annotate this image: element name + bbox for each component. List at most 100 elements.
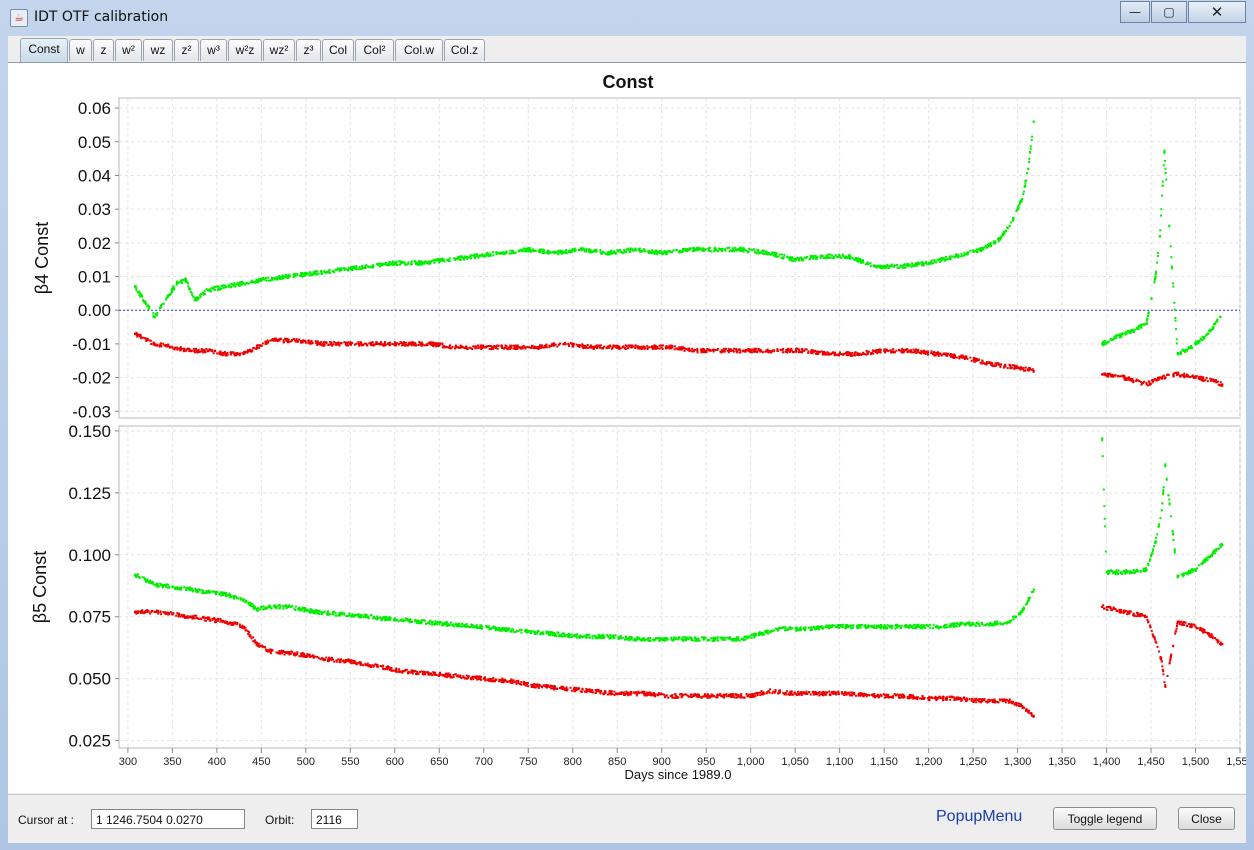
data-point xyxy=(923,624,926,627)
tab-z[interactable]: z xyxy=(93,39,114,61)
data-point xyxy=(256,347,259,350)
data-point xyxy=(1029,145,1032,148)
tab-w[interactable]: w xyxy=(69,39,92,61)
data-point xyxy=(739,247,742,250)
data-point xyxy=(387,617,390,620)
data-point xyxy=(585,636,588,639)
tab-const[interactable]: Const xyxy=(20,38,68,62)
data-point xyxy=(1116,571,1119,574)
data-point xyxy=(682,639,685,642)
data-point xyxy=(393,617,396,620)
data-point xyxy=(269,279,272,282)
data-point xyxy=(702,249,705,252)
data-point xyxy=(255,348,258,351)
data-point xyxy=(586,634,589,637)
data-point xyxy=(264,340,267,343)
data-point xyxy=(839,624,842,627)
data-point xyxy=(216,352,219,355)
data-point xyxy=(995,363,998,366)
data-point xyxy=(223,284,226,287)
data-point xyxy=(394,618,397,621)
data-point xyxy=(640,345,643,348)
data-point xyxy=(626,347,629,350)
tab-col[interactable]: Col xyxy=(322,39,354,61)
tab-w3[interactable]: w³ xyxy=(200,39,227,61)
tab-wz2[interactable]: wz² xyxy=(263,39,295,61)
data-point xyxy=(473,254,476,257)
data-point xyxy=(462,258,465,261)
tab-w2[interactable]: w² xyxy=(115,39,142,61)
data-point xyxy=(530,250,533,253)
data-point xyxy=(153,344,156,347)
data-point xyxy=(443,621,446,624)
data-point xyxy=(286,339,289,342)
data-point xyxy=(420,343,423,346)
data-point xyxy=(186,587,189,590)
data-point xyxy=(774,627,777,630)
data-point xyxy=(404,341,407,344)
data-point xyxy=(176,348,179,351)
data-point xyxy=(707,348,710,351)
data-point xyxy=(253,607,256,610)
data-point xyxy=(1132,571,1135,574)
data-point xyxy=(288,605,291,608)
data-point xyxy=(686,248,689,251)
data-point xyxy=(220,594,223,597)
data-point xyxy=(520,631,523,634)
tab-z3[interactable]: z³ xyxy=(296,39,321,61)
data-point xyxy=(930,350,933,353)
data-point xyxy=(362,615,365,618)
data-point xyxy=(1126,332,1129,335)
data-point xyxy=(155,582,158,585)
data-point xyxy=(1212,378,1215,381)
data-point xyxy=(1030,591,1033,594)
tab-wz[interactable]: wz xyxy=(143,39,173,61)
tab-col2[interactable]: Col² xyxy=(355,39,394,61)
data-point xyxy=(207,591,210,594)
data-point xyxy=(891,625,894,628)
data-point xyxy=(609,633,612,636)
data-point xyxy=(625,248,628,251)
data-point xyxy=(477,344,480,347)
data-point xyxy=(233,282,236,285)
tab-col-z[interactable]: Col.z xyxy=(444,39,485,61)
data-point xyxy=(783,629,786,632)
data-point xyxy=(763,249,766,252)
data-point xyxy=(701,350,704,353)
data-point xyxy=(205,590,208,593)
data-point xyxy=(1160,509,1163,512)
data-point xyxy=(904,625,907,628)
title-bar[interactable]: ☕ IDT OTF calibration — ▢ ✕ xyxy=(0,0,1254,36)
maximize-button[interactable]: ▢ xyxy=(1151,1,1187,23)
data-point xyxy=(428,341,431,344)
data-point xyxy=(807,351,810,354)
data-point xyxy=(869,352,872,355)
data-point xyxy=(275,337,278,340)
data-point xyxy=(284,337,287,340)
tab-col-w[interactable]: Col.w xyxy=(395,39,443,61)
data-point xyxy=(679,347,682,350)
tab-z2[interactable]: z² xyxy=(174,39,199,61)
data-point xyxy=(522,344,525,347)
data-point xyxy=(1170,256,1173,259)
calibration-chart[interactable]: Const -0.03-0.02-0.010.000.010.020.030.0… xyxy=(8,63,1254,793)
data-point xyxy=(158,307,161,310)
data-point xyxy=(932,261,935,264)
data-point xyxy=(293,339,296,342)
data-point xyxy=(947,257,950,260)
close-window-button[interactable]: ✕ xyxy=(1188,1,1246,23)
data-point xyxy=(208,591,211,594)
data-point xyxy=(721,249,724,252)
data-point xyxy=(524,629,527,632)
data-point xyxy=(845,354,848,357)
data-point xyxy=(631,344,634,347)
data-point xyxy=(963,252,966,255)
minimize-button[interactable]: — xyxy=(1120,1,1150,23)
data-point xyxy=(205,348,208,351)
tab-w2z[interactable]: w²z xyxy=(228,39,262,61)
data-point xyxy=(846,623,849,626)
data-point xyxy=(628,345,631,348)
data-point xyxy=(145,580,148,583)
data-point xyxy=(430,260,433,263)
data-point xyxy=(862,352,865,355)
